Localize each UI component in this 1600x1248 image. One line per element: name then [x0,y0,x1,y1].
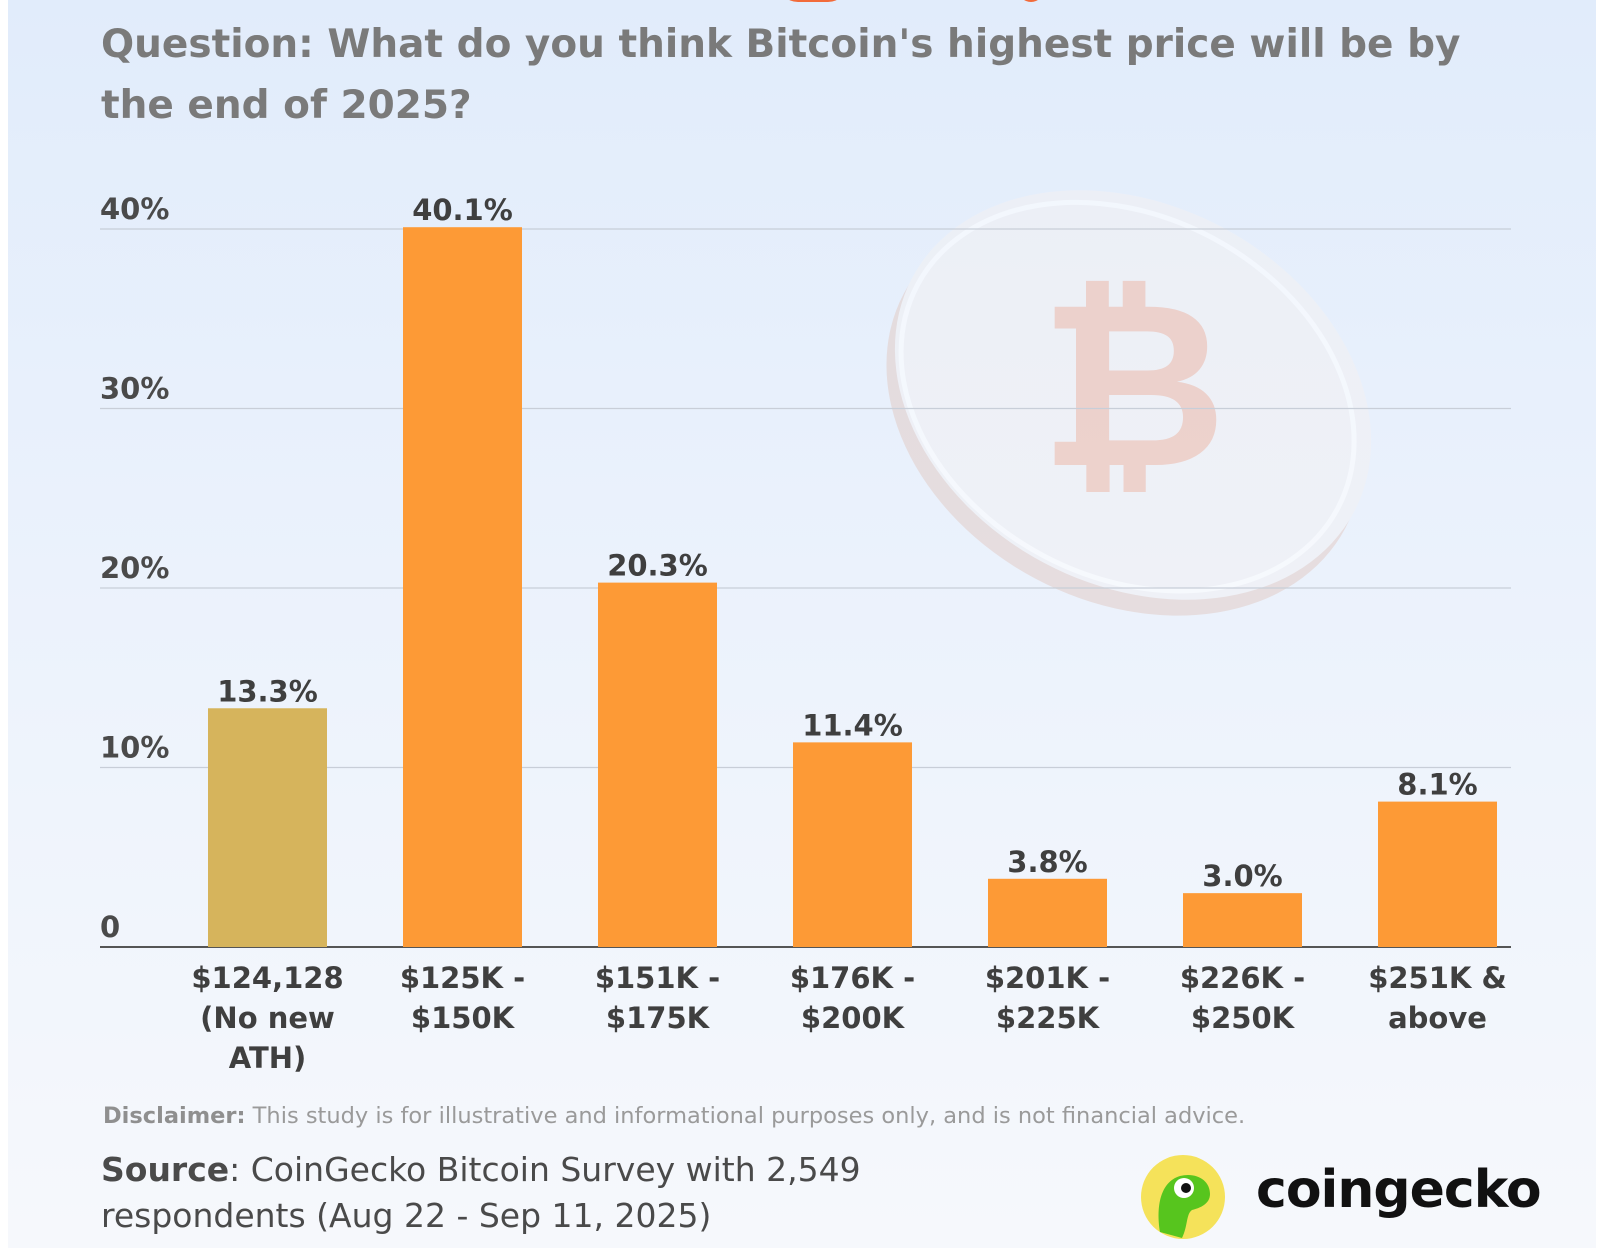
x-tick-label: $176K - [790,961,915,995]
infographic-card: Question: What do you think Bitcoin's hi… [8,0,1600,1248]
x-tick-label: ATH) [229,1041,307,1075]
bar-value-label: 11.4% [802,708,903,742]
bitcoin-coin-icon: ₿ [886,190,1372,616]
bar [1183,893,1302,947]
bar-value-label: 3.0% [1202,859,1282,893]
bar [988,878,1107,947]
bar [1378,801,1497,947]
disclaimer-label: Disclaimer: [103,1103,246,1129]
x-tick-label: $250K [1191,1001,1296,1035]
bar [208,708,327,947]
svg-text:₿: ₿ [1039,253,1226,520]
y-tick-label: 30% [100,372,169,406]
bar-value-label: 40.1% [412,193,513,227]
x-tick-label: $201K - [985,961,1110,995]
x-tick-label: $251K & [1368,961,1507,995]
y-tick-label: 10% [100,731,169,765]
x-tick-label: $150K [411,1001,516,1035]
brand-name: coingecko [1256,1160,1542,1220]
x-tick-label: above [1388,1001,1487,1035]
y-tick-label: 0 [100,910,120,944]
x-tick-label: $151K - [595,961,720,995]
bar [793,742,912,947]
bar [403,227,522,947]
x-tick-label: $200K [801,1001,906,1035]
brand-logo: coingecko [1138,1152,1578,1242]
bar-value-label: 13.3% [217,674,318,708]
x-tick-label: $226K - [1180,961,1305,995]
bar-value-label: 3.8% [1007,845,1087,879]
x-tick-label: $124,128 [191,961,343,995]
source-note: Source: CoinGecko Bitcoin Survey with 2,… [101,1147,921,1239]
gecko-logo-icon [1141,1155,1225,1239]
x-tick-label: $175K [606,1001,711,1035]
disclaimer-text: This study is for illustrative and infor… [245,1103,1246,1129]
x-tick-label: $225K [996,1001,1101,1035]
source-label: Source [101,1150,230,1189]
y-tick-label: 20% [100,551,169,585]
labels: 0 10% 20% 30% 40% 13.3% $124,128 (No new ATH) 40.… [100,192,1507,1075]
source-text: : CoinGecko Bitcoin Survey with 2,549 re… [101,1150,861,1235]
bars [208,227,1497,947]
question-heading: Question: What do you think Bitcoin's hi… [101,22,1461,128]
bar-value-label: 8.1% [1397,768,1477,802]
x-tick-label: $125K - [400,961,525,995]
header-accent [778,0,848,2]
x-tick-label: (No new [200,1001,335,1035]
header-accent [1018,0,1044,2]
disclaimer: Disclaimer: This study is for illustrati… [103,1103,1245,1129]
bar-chart: ₿ 0 10% 20% 30% 40% 13.3% $124,128 (No new ATH) 4… [100,190,1511,1075]
bar [598,582,717,947]
bar-value-label: 20.3% [607,549,708,583]
y-tick-label: 40% [100,192,169,226]
